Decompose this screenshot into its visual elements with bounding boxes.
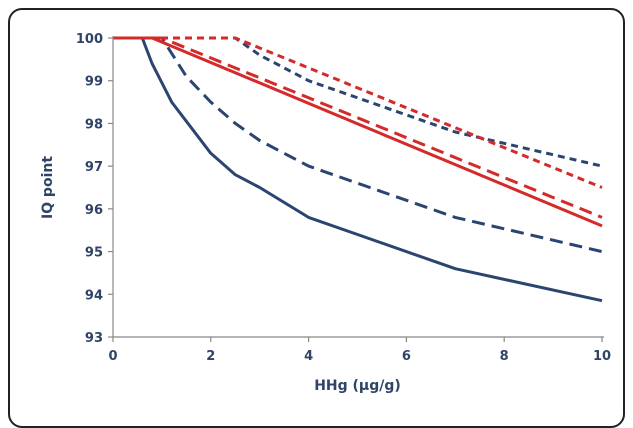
x-tick-label: 2 [206,349,215,364]
chart-frame [8,8,625,428]
series-line-3 [113,36,603,228]
y-tick-label: 99 [85,75,103,90]
y-tick-label: 97 [85,160,103,175]
y-tick-label: 98 [85,117,103,132]
x-tick-label: 10 [593,349,611,364]
series-line-1 [113,36,603,303]
axes [108,36,604,342]
y-tick-label: 93 [85,331,103,346]
series-line-4 [113,36,603,219]
x-axis-title: HHg (µg/g) [314,378,401,394]
plot-lines [113,36,603,303]
y-tick-label: 100 [76,32,103,47]
x-tick-label: 6 [402,349,411,364]
y-tick-label: 94 [85,288,103,303]
y-tick-label: 96 [85,203,103,218]
tick-labels: 93 94 95 96 97 98 99 100 0 2 4 6 8 10 [76,32,611,364]
x-tick-label: 0 [108,349,117,364]
series-line-6 [113,36,603,189]
x-tick-label: 4 [304,349,313,364]
y-axis-title: IQ point [40,156,56,219]
iq-vs-hhg-chart: 93 94 95 96 97 98 99 100 0 2 4 6 8 10 HHg (µg/g) IQ p… [40,32,611,394]
y-tick-label: 95 [85,246,103,261]
series-line-5 [113,36,603,168]
x-tick-label: 8 [500,349,509,364]
series-line-2 [113,36,603,254]
